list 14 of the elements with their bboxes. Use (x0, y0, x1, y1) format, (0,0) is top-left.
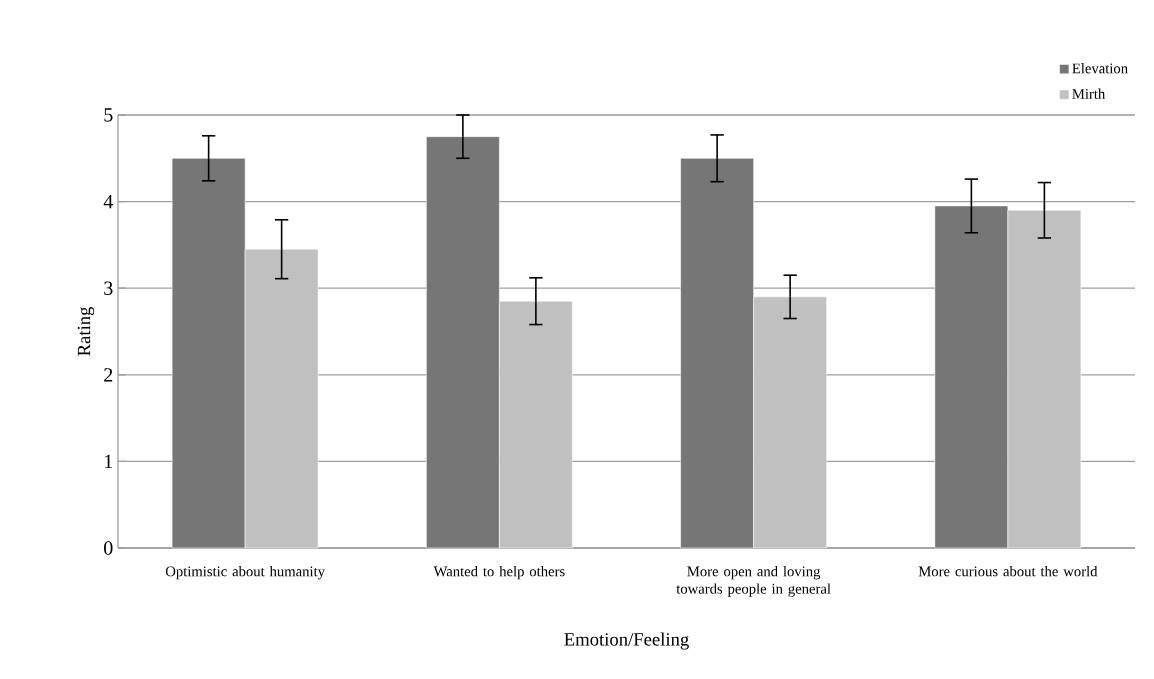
y-tick-label: 5 (104, 108, 113, 122)
legend-label: Elevation (1072, 63, 1128, 74)
y-tick-label: 2 (104, 368, 113, 382)
y-tick-label: 0 (104, 541, 113, 555)
x-tick-label: Wanted to help others (433, 566, 565, 580)
x-axis-title: Emotion/Feeling (564, 632, 689, 650)
x-tick-label: More open and loving towards people in general (676, 566, 831, 597)
y-tick-label: 3 (104, 281, 113, 295)
legend-label: Mirth (1072, 88, 1106, 99)
y-tick-label: 4 (103, 195, 113, 209)
x-tick-label: More curious about the world (918, 566, 1098, 577)
y-axis-title: Rating (77, 306, 95, 356)
x-tick-label: Optimistic about humanity (165, 566, 325, 580)
y-tick-label: 1 (105, 454, 113, 468)
